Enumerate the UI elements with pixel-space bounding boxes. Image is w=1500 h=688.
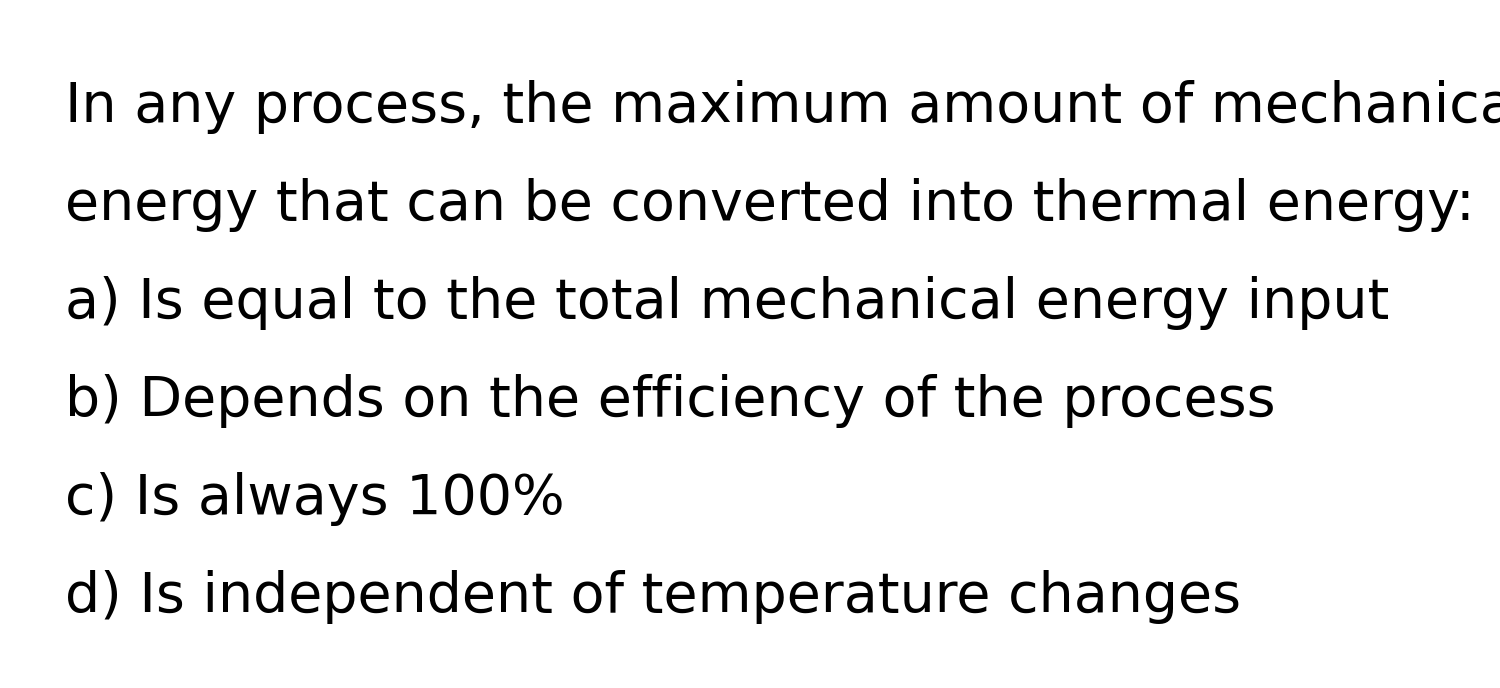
- Text: b) Depends on the efficiency of the process: b) Depends on the efficiency of the proc…: [64, 374, 1275, 428]
- Text: energy that can be converted into thermal energy:: energy that can be converted into therma…: [64, 178, 1474, 232]
- Text: In any process, the maximum amount of mechanical: In any process, the maximum amount of me…: [64, 80, 1500, 134]
- Text: a) Is equal to the total mechanical energy input: a) Is equal to the total mechanical ener…: [64, 276, 1389, 330]
- Text: c) Is always 100%: c) Is always 100%: [64, 472, 564, 526]
- Text: d) Is independent of temperature changes: d) Is independent of temperature changes: [64, 570, 1240, 624]
